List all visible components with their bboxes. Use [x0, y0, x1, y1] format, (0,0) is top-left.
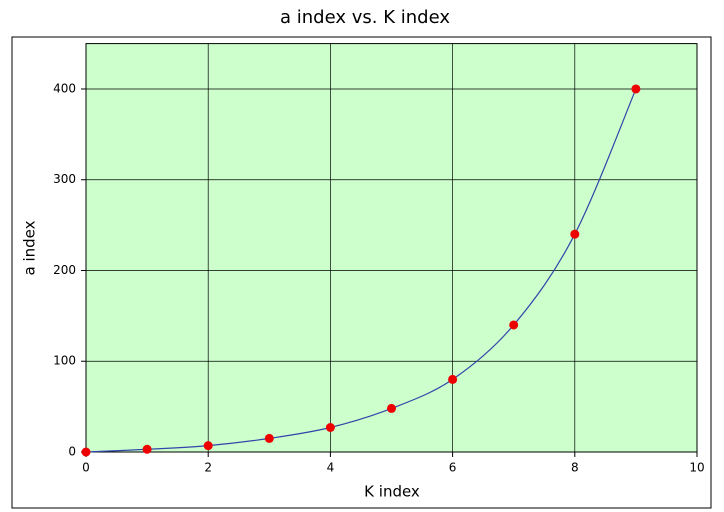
y-tick-label: 0 [68, 445, 76, 459]
point [81, 447, 91, 457]
y-tick-label: 200 [53, 263, 76, 277]
x-axis-label: K index [364, 483, 420, 501]
point [325, 422, 335, 432]
plot-background [86, 43, 697, 452]
point [509, 320, 519, 330]
plot-border [85, 43, 698, 453]
point [264, 433, 274, 443]
y-tick-label: 300 [53, 172, 76, 186]
chart-title: a index vs. K index [280, 7, 450, 28]
point [631, 84, 641, 94]
point [387, 403, 396, 413]
y-axis-label: a index [21, 220, 39, 275]
chart-frame [11, 36, 712, 509]
x-tick-label: 8 [571, 461, 579, 475]
point [142, 444, 152, 454]
x-tick-label: 0 [82, 461, 90, 475]
point [203, 441, 213, 451]
x-tick-label: 10 [689, 461, 704, 475]
x-tick-label: 4 [327, 461, 335, 475]
x-tick-label: 2 [204, 461, 212, 475]
x-tick-label: 6 [449, 461, 457, 475]
point [570, 229, 580, 239]
y-tick-label: 400 [53, 81, 76, 95]
y-tick-label: 100 [53, 354, 76, 368]
point [448, 374, 458, 384]
